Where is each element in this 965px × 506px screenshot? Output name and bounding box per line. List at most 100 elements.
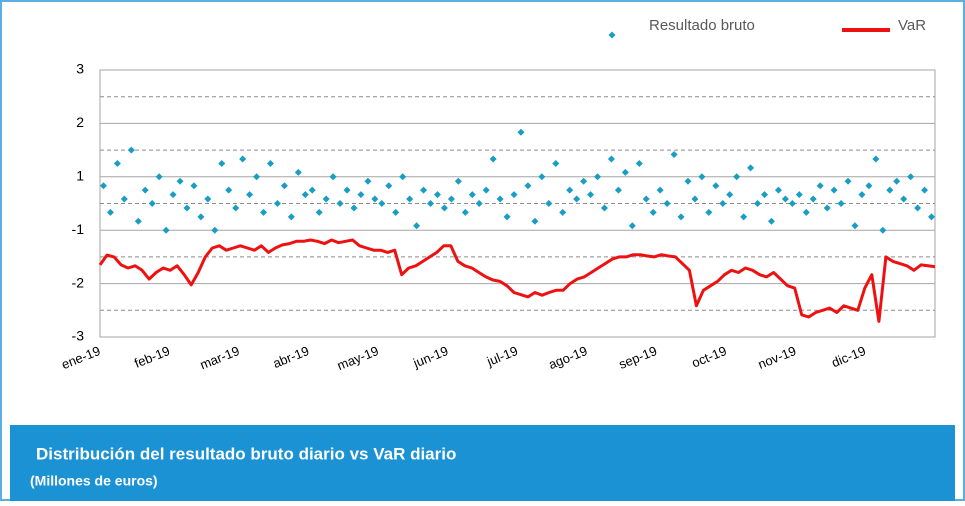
scatter-point [663, 200, 671, 207]
scatter-point [628, 222, 636, 230]
scatter-point [872, 155, 880, 163]
scatter-point [315, 208, 323, 216]
scatter-point [482, 186, 490, 194]
scatter-point [684, 177, 692, 185]
scatter-point [413, 222, 421, 230]
scatter-point [287, 213, 295, 221]
scatter-point [148, 200, 156, 207]
scatter-point [823, 204, 831, 212]
scatter-point [218, 159, 226, 167]
scatter-point [844, 177, 852, 185]
scatter-point [253, 173, 261, 181]
scatter-point [294, 168, 302, 176]
scatter-point [656, 186, 664, 194]
scatter-point [260, 208, 268, 216]
scatter-point [524, 182, 532, 190]
scatter-point [336, 200, 344, 207]
scatter-point [99, 182, 107, 190]
scatter-point [385, 182, 393, 190]
y-tick-label: 1 [76, 168, 84, 184]
scatter-point [531, 217, 539, 225]
scatter-point [420, 186, 428, 194]
scatter-point [440, 204, 448, 212]
scatter-point [343, 186, 351, 194]
scatter-point [886, 186, 894, 194]
scatter-point [433, 191, 441, 199]
scatter-point [621, 168, 629, 176]
scatter-point [183, 204, 191, 212]
chart-title: Distribución del resultado bruto diario … [36, 444, 456, 463]
scatter-point [921, 186, 929, 194]
scatter-point [914, 204, 922, 212]
scatter-point [357, 191, 365, 199]
scatter-point [580, 177, 588, 185]
scatter-point [120, 195, 128, 203]
scatter-point [113, 159, 121, 167]
scatter-point [774, 186, 782, 194]
scatter-point [712, 182, 720, 190]
scatter-point [928, 213, 936, 221]
scatter-point [461, 208, 469, 216]
scatter-point [705, 208, 713, 216]
scatter-point [816, 182, 824, 190]
scatter-point [371, 195, 379, 203]
scatter-point [169, 191, 177, 199]
scatter-point [510, 191, 518, 199]
scatter-point [733, 173, 741, 181]
y-tick-label: -3 [72, 328, 85, 344]
scatter-point [781, 195, 789, 203]
scatter-point [858, 191, 866, 199]
scatter-point [246, 191, 254, 199]
scatter-point [698, 173, 706, 181]
scatter-point [197, 213, 205, 221]
scatter-point [350, 204, 358, 212]
scatter-point [106, 208, 114, 216]
scatter-point [308, 186, 316, 194]
scatter-point [747, 164, 755, 172]
scatter-point [851, 222, 859, 230]
scatter-point [489, 155, 497, 163]
scatter-point [767, 217, 775, 225]
scatter-point [155, 173, 163, 181]
scatter-point [559, 208, 567, 216]
scatter-point [280, 182, 288, 190]
scatter-point [232, 204, 240, 212]
y-tick-label: 3 [76, 61, 84, 77]
scatter-point [447, 195, 455, 203]
scatter-point [176, 177, 184, 185]
scatter-point [545, 200, 553, 207]
scatter-point [239, 155, 247, 163]
scatter-point [211, 226, 219, 234]
scatter-point [649, 208, 657, 216]
scatter-point [503, 213, 511, 221]
scatter-point [754, 200, 762, 207]
scatter-point [802, 208, 810, 216]
legend-label: Resultado bruto [649, 17, 755, 34]
scatter-point [127, 146, 135, 154]
scatter-point [830, 186, 838, 194]
scatter-point [865, 182, 873, 190]
scatter-point [273, 200, 281, 207]
y-tick-label: -1 [72, 221, 85, 237]
scatter-point [907, 173, 915, 181]
scatter-point [809, 195, 817, 203]
scatter-point [162, 226, 170, 234]
scatter-point [587, 191, 595, 199]
scatter-point [392, 208, 400, 216]
scatter-point [677, 213, 685, 221]
scatter-point [670, 151, 678, 159]
scatter-point [378, 200, 386, 207]
scatter-point [329, 173, 337, 181]
footer-band [10, 425, 955, 501]
scatter-point [406, 195, 414, 203]
scatter-point [740, 213, 748, 221]
scatter-point [795, 191, 803, 199]
chart-subtitle: (Millones de euros) [30, 473, 158, 489]
y-tick-label: 2 [76, 114, 84, 130]
scatter-point [496, 195, 504, 203]
scatter-point [642, 195, 650, 203]
scatter-point [879, 226, 887, 234]
scatter-point [301, 191, 309, 199]
